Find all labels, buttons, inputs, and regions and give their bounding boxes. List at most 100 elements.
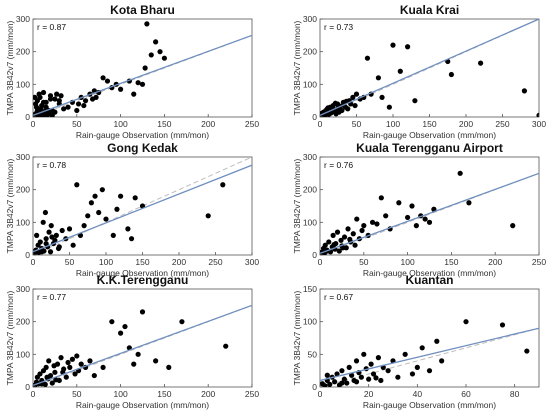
x-axis-label: Rain-gauge Observation (mm/mon)	[363, 130, 496, 140]
y-axis-label: TMPA 3B42v7 (mm/mon)	[5, 158, 15, 253]
data-point	[364, 55, 371, 61]
regression-line	[320, 327, 539, 382]
data-point	[43, 236, 49, 242]
x-tick-label: 40	[413, 389, 423, 399]
one-to-one-line	[320, 327, 539, 387]
data-point	[61, 106, 67, 112]
data-point	[118, 86, 124, 92]
data-point	[325, 105, 331, 111]
data-point	[37, 239, 43, 245]
data-point	[405, 44, 411, 50]
y-axis-label: TMPA 3B42v7 (mm/mon)	[292, 158, 302, 253]
x-axis-label: Rain-gauge Observation (mm/mon)	[76, 130, 209, 140]
data-point	[524, 348, 530, 354]
data-point	[463, 319, 469, 325]
data-point	[379, 94, 385, 100]
data-point	[448, 71, 454, 78]
data-point	[125, 226, 131, 232]
data-point	[66, 226, 73, 232]
data-point	[92, 193, 98, 199]
y-tick-label: 0	[25, 250, 30, 260]
x-tick-label: 200	[172, 257, 186, 267]
data-point	[397, 68, 403, 74]
data-point	[139, 81, 146, 87]
panel-title: Kuantan	[406, 273, 454, 287]
data-point	[439, 358, 445, 364]
data-point	[33, 104, 40, 110]
correlation-label: r = 0.76	[324, 160, 353, 170]
data-point	[332, 100, 338, 106]
data-point	[109, 319, 115, 325]
data-point	[78, 361, 84, 367]
data-point	[378, 195, 384, 201]
data-point	[72, 371, 78, 377]
data-point	[426, 368, 433, 374]
data-point	[352, 102, 358, 109]
data-point	[46, 229, 52, 235]
data-point	[135, 80, 141, 86]
x-tick-label: 150	[157, 119, 171, 129]
data-point	[74, 182, 80, 188]
data-point	[118, 330, 124, 336]
data-point	[326, 239, 332, 245]
x-tick-label: 0	[31, 257, 36, 267]
data-point	[346, 364, 352, 370]
data-point	[75, 101, 82, 107]
panel-title: Kuala Krai	[400, 3, 459, 17]
data-point	[426, 219, 433, 225]
data-point	[122, 323, 128, 330]
x-tick-label: 0	[31, 119, 36, 129]
data-point	[331, 241, 337, 248]
y-axis-label: TMPA 3B42v7 (mm/mon)	[5, 290, 15, 385]
x-axis-label: Rain-gauge Observation (mm/mon)	[76, 400, 209, 410]
data-point	[386, 104, 392, 110]
data-point	[166, 364, 172, 370]
y-tick-label: 200	[16, 47, 30, 57]
data-point	[157, 49, 163, 55]
data-point	[422, 216, 428, 222]
data-point	[334, 371, 340, 377]
data-point	[40, 89, 47, 96]
panel-title: Gong Kedak	[107, 141, 178, 155]
data-point	[350, 231, 356, 237]
correlation-label: r = 0.73	[324, 22, 353, 32]
data-point	[396, 200, 402, 206]
data-point	[42, 209, 49, 216]
data-point	[345, 226, 351, 232]
data-point	[330, 232, 336, 238]
x-tick-label: 50	[352, 119, 362, 129]
scatter-panel: Gong Kedak 0 50 100 150 200 250 300 0 100 200 300 Ra…	[5, 141, 259, 278]
data-point	[91, 372, 97, 379]
y-tick-label: 200	[16, 185, 30, 195]
correlation-label: r = 0.67	[324, 292, 353, 302]
data-point	[53, 377, 59, 383]
x-tick-label: 100	[114, 389, 128, 399]
x-axis-label: Rain-gauge Observation (mm/mon)	[76, 268, 209, 278]
y-tick-label: 300	[16, 284, 30, 294]
data-point	[338, 237, 344, 243]
x-tick-label: 60	[461, 389, 471, 399]
data-point	[339, 380, 345, 386]
data-point	[413, 223, 419, 229]
data-point	[419, 345, 425, 351]
x-axis-label: Rain-gauge Observation (mm/mon)	[363, 400, 496, 410]
panel-title: Kuala Terengganu Airport	[356, 141, 503, 155]
data-point	[220, 182, 226, 188]
data-point	[153, 39, 159, 45]
data-point	[361, 351, 367, 357]
data-point	[375, 75, 381, 81]
data-point	[521, 88, 528, 94]
data-point	[81, 102, 87, 109]
data-point	[52, 96, 58, 102]
regression-line	[33, 164, 252, 253]
data-point	[56, 98, 62, 104]
x-tick-label: 250	[532, 257, 546, 267]
x-tick-label: 50	[72, 119, 82, 129]
regression-line	[33, 34, 252, 116]
data-point	[58, 93, 64, 99]
regression-line	[320, 19, 539, 116]
data-point	[56, 244, 62, 250]
data-point	[44, 374, 50, 380]
data-point	[65, 359, 71, 366]
